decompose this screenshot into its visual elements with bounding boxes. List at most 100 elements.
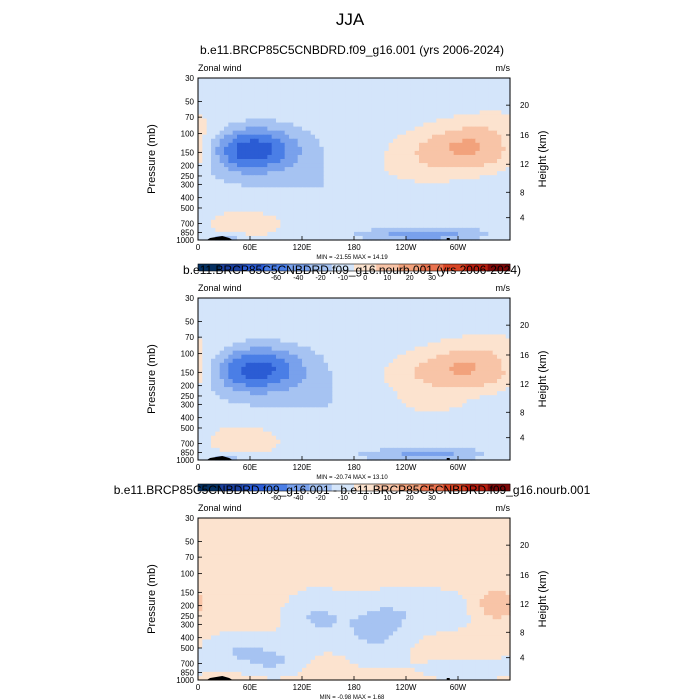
contour-cell [232, 231, 238, 237]
contour-cell [501, 310, 507, 315]
contour-cell [276, 358, 281, 364]
contour-cell [224, 318, 229, 323]
contour-cell [319, 134, 325, 140]
panel-title: b.e11.BRCP85C5CNBDRD.f09_g16.001 (yrs 20… [200, 43, 504, 57]
contour-cell [475, 114, 481, 120]
contour-cell [458, 199, 463, 205]
contour-cell [436, 199, 442, 205]
contour-cell [276, 171, 281, 176]
contour-cell [354, 187, 359, 192]
contour-cell [336, 179, 342, 184]
contour-cell [414, 326, 420, 331]
contour-cell [289, 318, 294, 323]
contour-cell [250, 334, 255, 340]
contour-cell [297, 219, 303, 225]
contour-cell [414, 191, 420, 197]
contour-cell [384, 211, 390, 217]
contour-cell [206, 122, 212, 128]
contour-cell [388, 379, 394, 384]
contour-cell [458, 223, 463, 229]
contour-cell [453, 114, 459, 120]
contour-cell [258, 122, 264, 128]
contour-cell [380, 306, 385, 311]
contour-cell [423, 142, 429, 148]
contour-cell [384, 399, 390, 404]
contour-cell [310, 298, 316, 303]
contour-cell [375, 379, 381, 384]
contour-cell [349, 118, 355, 124]
contour-cell [423, 370, 429, 376]
contour-cell [445, 90, 450, 95]
contour-cell [371, 235, 377, 241]
contour-cell [302, 203, 307, 209]
contour-cell [232, 391, 238, 396]
contour-cell [419, 403, 424, 408]
contour-cell [410, 118, 416, 124]
contour-cell [501, 407, 507, 412]
contour-cell [250, 78, 255, 83]
contour-cell [397, 407, 403, 412]
contour-cell [202, 322, 208, 327]
contour-cell [302, 118, 307, 124]
contour-cell [202, 306, 208, 311]
contour-cell [224, 102, 229, 107]
contour-cell [254, 231, 260, 237]
contour-cell [436, 370, 442, 376]
contour-cell [254, 207, 260, 213]
contour-cell [492, 358, 498, 364]
contour-cell [492, 195, 498, 201]
contour-cell [375, 195, 381, 201]
contour-cell [484, 383, 489, 388]
contour-cell [263, 322, 268, 327]
contour-cell [492, 342, 498, 348]
contour-cell [449, 134, 455, 140]
contour-cell [219, 150, 225, 156]
contour-cell [263, 167, 268, 172]
contour-cell [349, 358, 355, 364]
contour-cell [224, 374, 229, 380]
contour-cell [449, 298, 455, 303]
contour-cell [284, 195, 290, 201]
contour-cell [302, 374, 307, 380]
contour-cell [328, 126, 333, 132]
contour-cell [332, 338, 338, 344]
contour-cell [267, 322, 273, 327]
contour-cell [501, 215, 507, 221]
contour-cell [289, 102, 294, 107]
contour-cell [293, 130, 299, 136]
contour-cell [371, 370, 377, 376]
contour-cell [349, 203, 355, 209]
contour-cell [319, 142, 325, 148]
contour-cell [276, 330, 281, 336]
contour-cell [384, 142, 390, 148]
contour-cell [354, 195, 359, 201]
contour-cell [258, 167, 264, 172]
contour-cell [297, 395, 303, 400]
contour-cell [445, 78, 450, 83]
contour-cell [310, 358, 316, 364]
contour-cell [258, 110, 264, 116]
contour-cell [380, 330, 385, 336]
contour-cell [345, 342, 351, 348]
contour-cell [349, 159, 355, 164]
contour-cell [445, 114, 450, 120]
contour-cell [371, 179, 377, 184]
contour-cell [449, 114, 455, 120]
contour-cell [293, 362, 299, 368]
contour-cell [492, 366, 498, 372]
contour-cell [423, 358, 429, 364]
contour-cell [492, 175, 498, 180]
contour-cell [258, 159, 264, 164]
contour-cell [241, 219, 247, 225]
contour-cell [323, 403, 329, 408]
contour-cell [267, 235, 273, 241]
contour-cell [254, 146, 260, 152]
contour-cell [388, 187, 394, 192]
contour-cell [297, 167, 303, 172]
contour-cell [293, 310, 299, 315]
contour-cell [453, 167, 459, 172]
contour-cell [250, 126, 255, 132]
contour-cell [497, 223, 502, 229]
contour-cell [466, 138, 472, 144]
contour-cell [345, 318, 351, 323]
